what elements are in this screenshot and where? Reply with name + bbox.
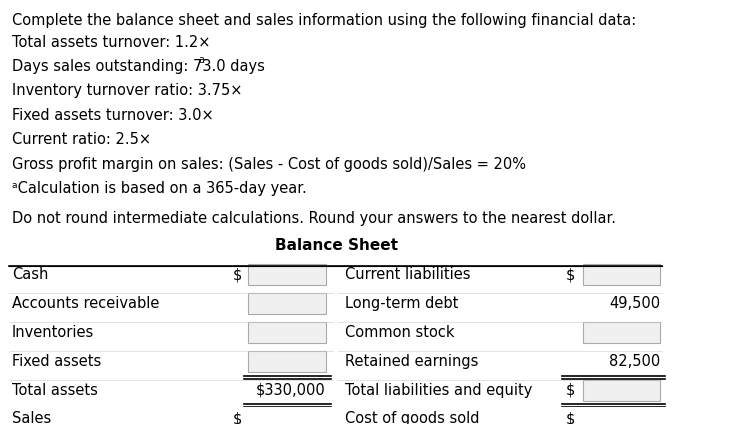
FancyBboxPatch shape [583,322,660,343]
Text: Current ratio: 2.5×: Current ratio: 2.5× [12,132,151,148]
Text: $: $ [566,382,576,398]
Text: 82,500: 82,500 [609,354,660,369]
Text: Cash: Cash [12,268,49,282]
FancyBboxPatch shape [583,408,660,424]
FancyBboxPatch shape [248,293,326,314]
Text: Gross profit margin on sales: (Sales - Cost of goods sold)/Sales = 20%: Gross profit margin on sales: (Sales - C… [12,157,526,172]
Text: a: a [199,55,205,65]
Text: ᵃCalculation is based on a 365-day year.: ᵃCalculation is based on a 365-day year. [12,181,307,196]
Text: Total assets: Total assets [12,382,98,398]
Text: Complete the balance sheet and sales information using the following financial d: Complete the balance sheet and sales inf… [12,14,636,28]
Text: Cost of goods sold: Cost of goods sold [345,411,480,424]
Text: $: $ [233,268,242,282]
Text: $: $ [566,268,576,282]
Text: Accounts receivable: Accounts receivable [12,296,159,311]
Text: Sales: Sales [12,411,51,424]
FancyBboxPatch shape [583,265,660,285]
Text: Long-term debt: Long-term debt [345,296,459,311]
Text: $330,000: $330,000 [256,382,326,398]
FancyBboxPatch shape [248,265,326,285]
Text: Retained earnings: Retained earnings [345,354,478,369]
FancyBboxPatch shape [248,408,326,424]
Text: Total liabilities and equity: Total liabilities and equity [345,382,533,398]
FancyBboxPatch shape [248,322,326,343]
Text: $: $ [566,411,576,424]
FancyBboxPatch shape [248,351,326,372]
Text: Current liabilities: Current liabilities [345,268,470,282]
Text: Do not round intermediate calculations. Round your answers to the nearest dollar: Do not round intermediate calculations. … [12,211,616,226]
Text: Total assets turnover: 1.2×: Total assets turnover: 1.2× [12,34,210,50]
Text: Inventory turnover ratio: 3.75×: Inventory turnover ratio: 3.75× [12,84,242,98]
Text: Common stock: Common stock [345,325,455,340]
FancyBboxPatch shape [583,379,660,401]
Text: Days sales outstanding: 73.0 days: Days sales outstanding: 73.0 days [12,59,265,74]
Text: Fixed assets: Fixed assets [12,354,101,369]
Text: 49,500: 49,500 [609,296,660,311]
Text: Fixed assets turnover: 3.0×: Fixed assets turnover: 3.0× [12,108,213,123]
Text: Balance Sheet: Balance Sheet [275,237,397,253]
Text: $: $ [233,411,242,424]
Text: Inventories: Inventories [12,325,94,340]
